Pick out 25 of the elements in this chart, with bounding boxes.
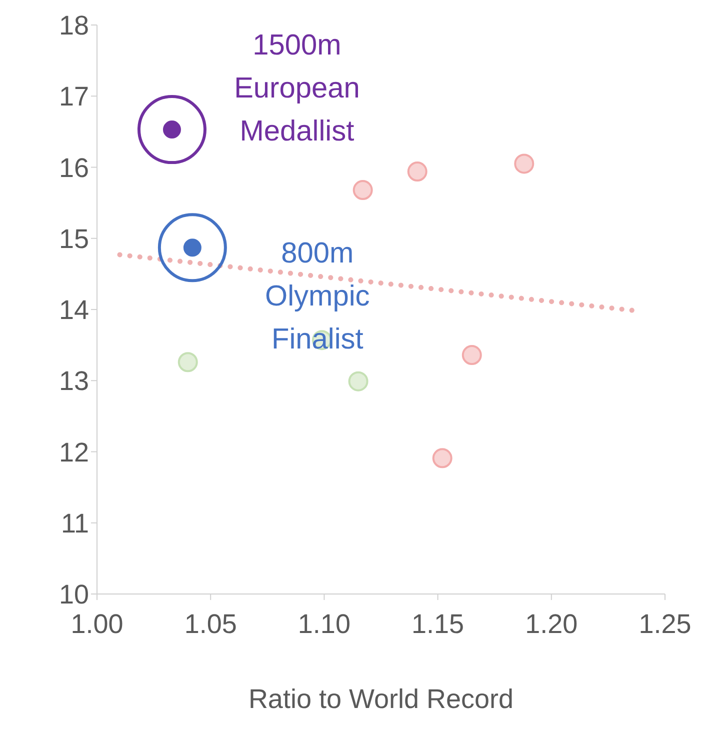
- x-tick-label: 1.25: [638, 609, 692, 640]
- x-tick-label: 1.15: [412, 609, 464, 640]
- y-tick-label: 13: [58, 366, 89, 396]
- y-tick-label: 12: [58, 437, 89, 468]
- x-tick-label: 1.00: [70, 609, 124, 640]
- x-tick-label: 1.20: [525, 609, 578, 640]
- point: [432, 448, 452, 468]
- y-tick-label: 15: [58, 224, 89, 254]
- point: [352, 180, 373, 200]
- point: [462, 345, 482, 366]
- x-tick-label: 1.10: [298, 609, 350, 640]
- point: [348, 371, 368, 392]
- point: [178, 352, 198, 372]
- annotation: 800m Olympic Finalist: [265, 238, 370, 356]
- y-tick-label: 17: [58, 82, 89, 112]
- point: [514, 154, 534, 174]
- y-tick-label: 10: [58, 580, 89, 610]
- point: [407, 162, 428, 182]
- annotation: 1500m European Medallist: [234, 30, 360, 148]
- y-tick-label: 18: [58, 10, 89, 41]
- x-tick-label: 1.05: [184, 609, 237, 640]
- x-axis-title: Ratio to World Record: [248, 684, 514, 714]
- y-tick-label: 11: [60, 508, 89, 538]
- y-tick-label: 16: [58, 152, 89, 183]
- y-tick-label: 14: [58, 295, 89, 326]
